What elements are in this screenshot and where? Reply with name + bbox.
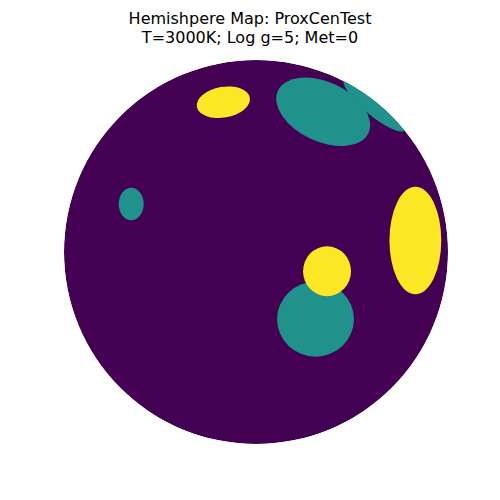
spot — [119, 188, 144, 221]
title: Hemishpere Map: ProxCenTest — [129, 9, 372, 28]
subtitle: T=3000K; Log g=5; Met=0 — [141, 28, 358, 47]
spot — [194, 82, 252, 122]
plot-area — [64, 60, 448, 444]
spot — [265, 64, 381, 160]
title-group: Hemishpere Map: ProxCenTestT=3000K; Log … — [129, 9, 372, 47]
stellar-disk — [64, 60, 448, 444]
spot — [389, 187, 441, 295]
spot — [337, 69, 414, 138]
chart: Hemishpere Map: ProxCenTestT=3000K; Log … — [0, 0, 500, 500]
spot — [303, 246, 351, 296]
